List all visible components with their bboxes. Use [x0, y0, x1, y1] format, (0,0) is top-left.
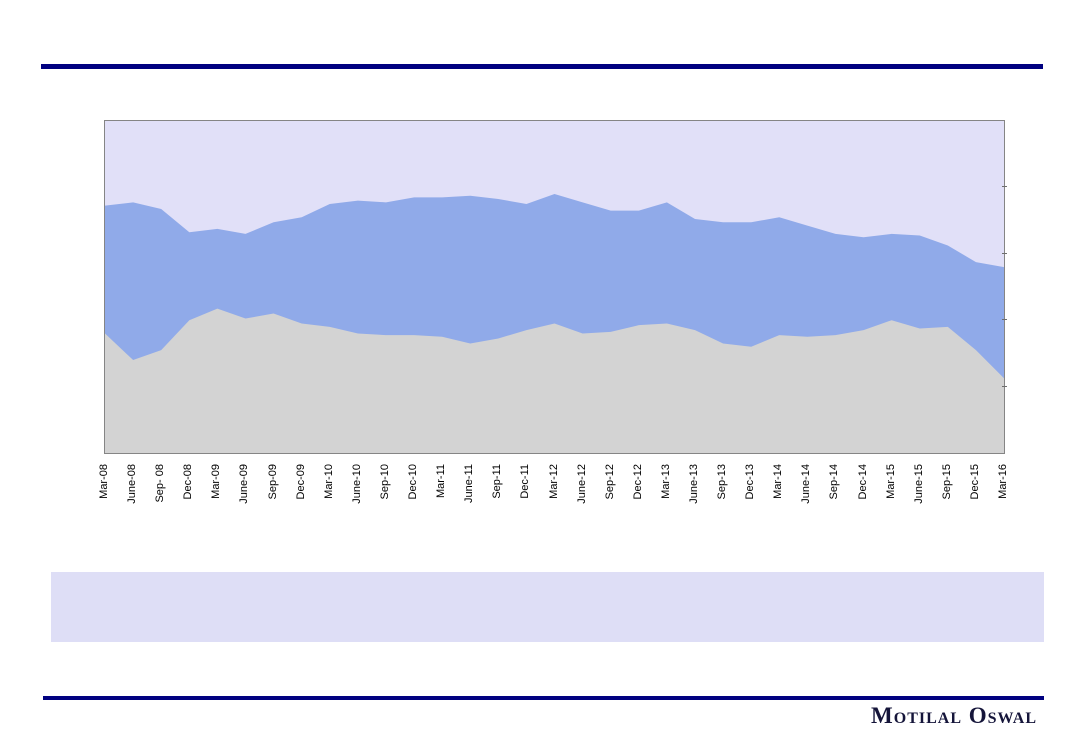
- area-series-bottom-gray-band: [105, 308, 1004, 453]
- right-axis-tick: [1002, 319, 1007, 321]
- x-axis-label: Mar-15: [884, 464, 897, 499]
- x-axis-label: June-11: [463, 464, 476, 503]
- x-axis-label: Dec-11: [519, 464, 532, 499]
- x-axis-label: Dec-12: [631, 464, 644, 500]
- x-axis-label: Mar-16: [997, 464, 1009, 499]
- x-axis-label: June-10: [350, 464, 363, 504]
- x-axis-label: June-14: [800, 464, 813, 504]
- x-axis-label: Sep-11: [491, 464, 504, 499]
- x-axis-label: Sep-12: [603, 464, 616, 500]
- right-axis-tick: [1002, 186, 1007, 188]
- top-divider-line: [41, 64, 1043, 69]
- x-axis-label: Mar-14: [772, 464, 785, 499]
- x-axis-label: June-15: [912, 464, 925, 504]
- x-axis-label: June-08: [126, 464, 139, 504]
- x-axis-label: Sep- 08: [154, 464, 167, 503]
- x-axis-label: June-13: [687, 464, 700, 504]
- right-axis-tick: [1002, 252, 1007, 254]
- x-axis-label: Sep-09: [266, 464, 279, 500]
- x-axis-label: Mar-10: [322, 464, 335, 499]
- x-axis-label: June-12: [575, 464, 588, 504]
- x-axis-label: Sep-15: [940, 464, 953, 500]
- stacked-area-chart-plot: [104, 120, 1005, 454]
- x-axis-label: Sep-13: [716, 464, 729, 500]
- stacked-area-chart: [105, 121, 1004, 453]
- x-axis-label: Mar-11: [435, 464, 448, 499]
- x-axis-label: June-09: [238, 464, 251, 504]
- footer-banner: [51, 572, 1044, 642]
- x-axis-label: Mar-13: [659, 464, 672, 499]
- right-axis-tick: [1002, 385, 1007, 387]
- x-axis-label: Dec-15: [968, 464, 981, 500]
- x-axis-label: Sep-10: [378, 464, 391, 500]
- x-axis-label: Mar-09: [210, 464, 223, 499]
- x-axis-label: Dec-13: [744, 464, 757, 500]
- x-axis-label: Sep-14: [828, 464, 841, 500]
- x-axis-label: Mar-08: [98, 464, 110, 499]
- x-axis-label: Dec-08: [182, 464, 195, 500]
- x-axis-label: Dec-14: [856, 464, 869, 500]
- bottom-divider-line: [43, 696, 1044, 700]
- x-axis-label: Dec-10: [407, 464, 420, 500]
- x-axis-label: Dec-09: [294, 464, 307, 500]
- brand-logo-text: Motilal Oswal: [871, 703, 1037, 728]
- x-axis-label: Mar-12: [547, 464, 560, 499]
